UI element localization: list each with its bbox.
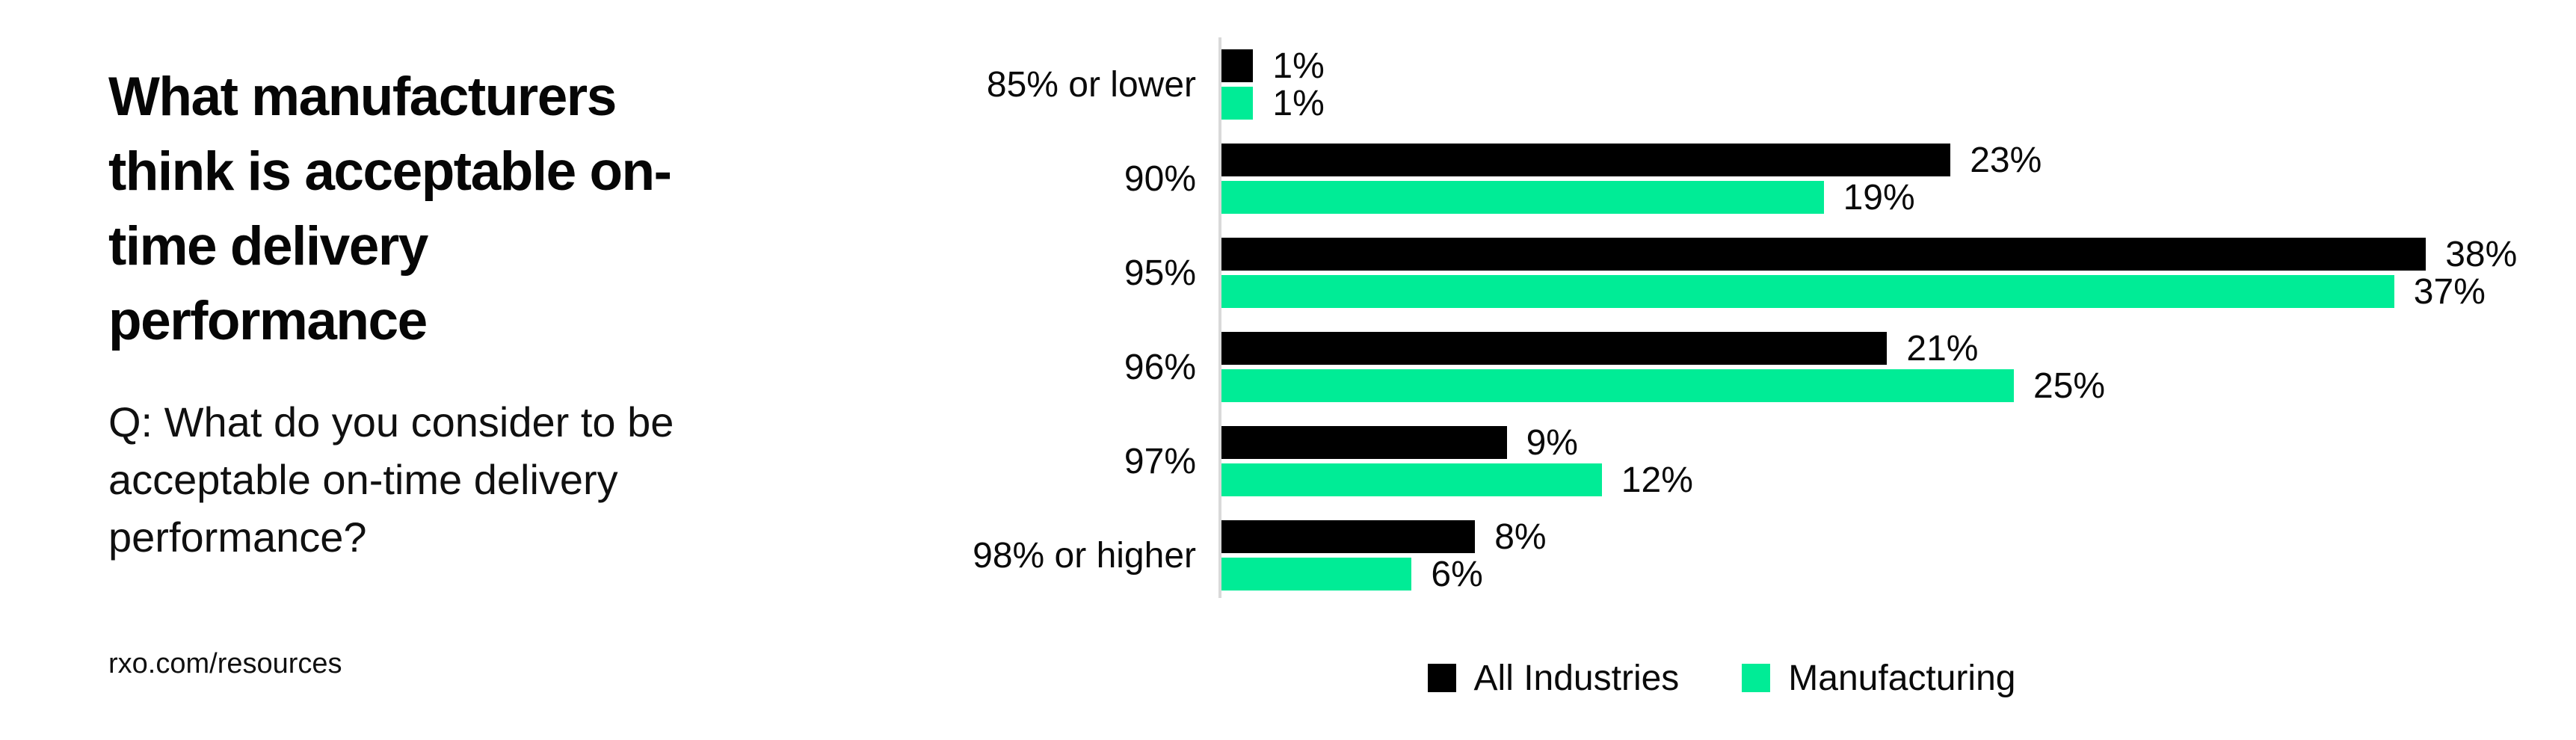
bar-line: 25% [1221,366,2105,406]
bar-all-industries [1221,49,1254,82]
category-label: 90% [1124,158,1196,199]
category-label: 98% or higher [973,535,1196,576]
category-label: 97% [1124,441,1196,481]
chart-row: 95% 38% 37% [867,235,2576,312]
value-label: 6% [1431,554,1483,594]
legend-item: Manufacturing [1742,658,2015,699]
bar-group: 8% 6% [1221,517,2576,594]
legend-swatch-all-industries [1427,664,1456,692]
bar-group: 9% 12% [1221,423,2576,500]
chart-row: 98% or higher 8% 6% [867,517,2576,594]
bar-all-industries [1221,144,1951,176]
chart-row: 97% 9% 12% [867,423,2576,500]
value-label: 1% [1272,46,1325,86]
bar-line: 1% [1221,84,1325,123]
bar-group: 23% 19% [1221,141,2576,218]
value-label: 38% [2445,234,2518,274]
bar-all-industries [1221,238,2426,271]
page-title: What manufacturers think is acceptable o… [108,67,672,351]
value-label: 19% [1843,177,1915,218]
chart-legend: All Industries Manufacturing [867,658,2576,699]
category-label: 96% [1124,347,1196,387]
value-label: 8% [1494,517,1547,557]
bar-group: 1% 1% [1221,46,2576,123]
bar-line: 19% [1221,178,1915,218]
bar-manufacturing [1221,87,1254,120]
bar-line: 37% [1221,272,2486,312]
bar-group: 21% 25% [1221,329,2576,406]
value-label: 9% [1526,422,1578,463]
value-label: 23% [1970,140,2042,180]
source-link: rxo.com/resources [108,648,342,679]
bar-group: 38% 37% [1221,235,2576,312]
bar-line: 8% [1221,517,1547,557]
bar-line: 23% [1221,141,2042,180]
bar-manufacturing [1221,275,2394,308]
bar-all-industries [1221,426,1507,459]
bar-line: 21% [1221,329,1978,369]
bar-line: 1% [1221,46,1325,86]
chart-axis-line [1218,37,1221,598]
chart-row: 90% 23% 19% [867,141,2576,218]
legend-label: All Industries [1473,658,1680,698]
bar-manufacturing [1221,181,1824,214]
chart-row: 96% 21% 25% [867,329,2576,406]
question-subtitle: Q: What do you consider to be acceptable… [108,398,674,561]
value-label: 1% [1272,83,1325,123]
value-label: 21% [1906,328,1979,369]
bar-line: 12% [1221,460,1693,500]
bar-manufacturing [1221,463,1602,496]
chart-row: 85% or lower 1% 1% [867,46,2576,123]
category-label: 85% or lower [986,64,1196,105]
bar-manufacturing [1221,558,1412,591]
bar-line: 9% [1221,423,1578,463]
category-label: 95% [1124,253,1196,293]
value-label: 25% [2033,366,2106,406]
bar-all-industries [1221,520,1476,553]
legend-label: Manufacturing [1788,658,2016,698]
legend-swatch-manufacturing [1742,664,1771,692]
value-label: 37% [2413,271,2486,312]
left-text-panel: What manufacturers think is acceptable o… [108,60,878,680]
bar-manufacturing [1221,369,2014,402]
legend-item: All Industries [1427,658,1680,699]
value-label: 12% [1621,460,1693,500]
bar-all-industries [1221,332,1888,365]
bar-line: 38% [1221,235,2517,274]
bar-line: 6% [1221,555,1483,594]
